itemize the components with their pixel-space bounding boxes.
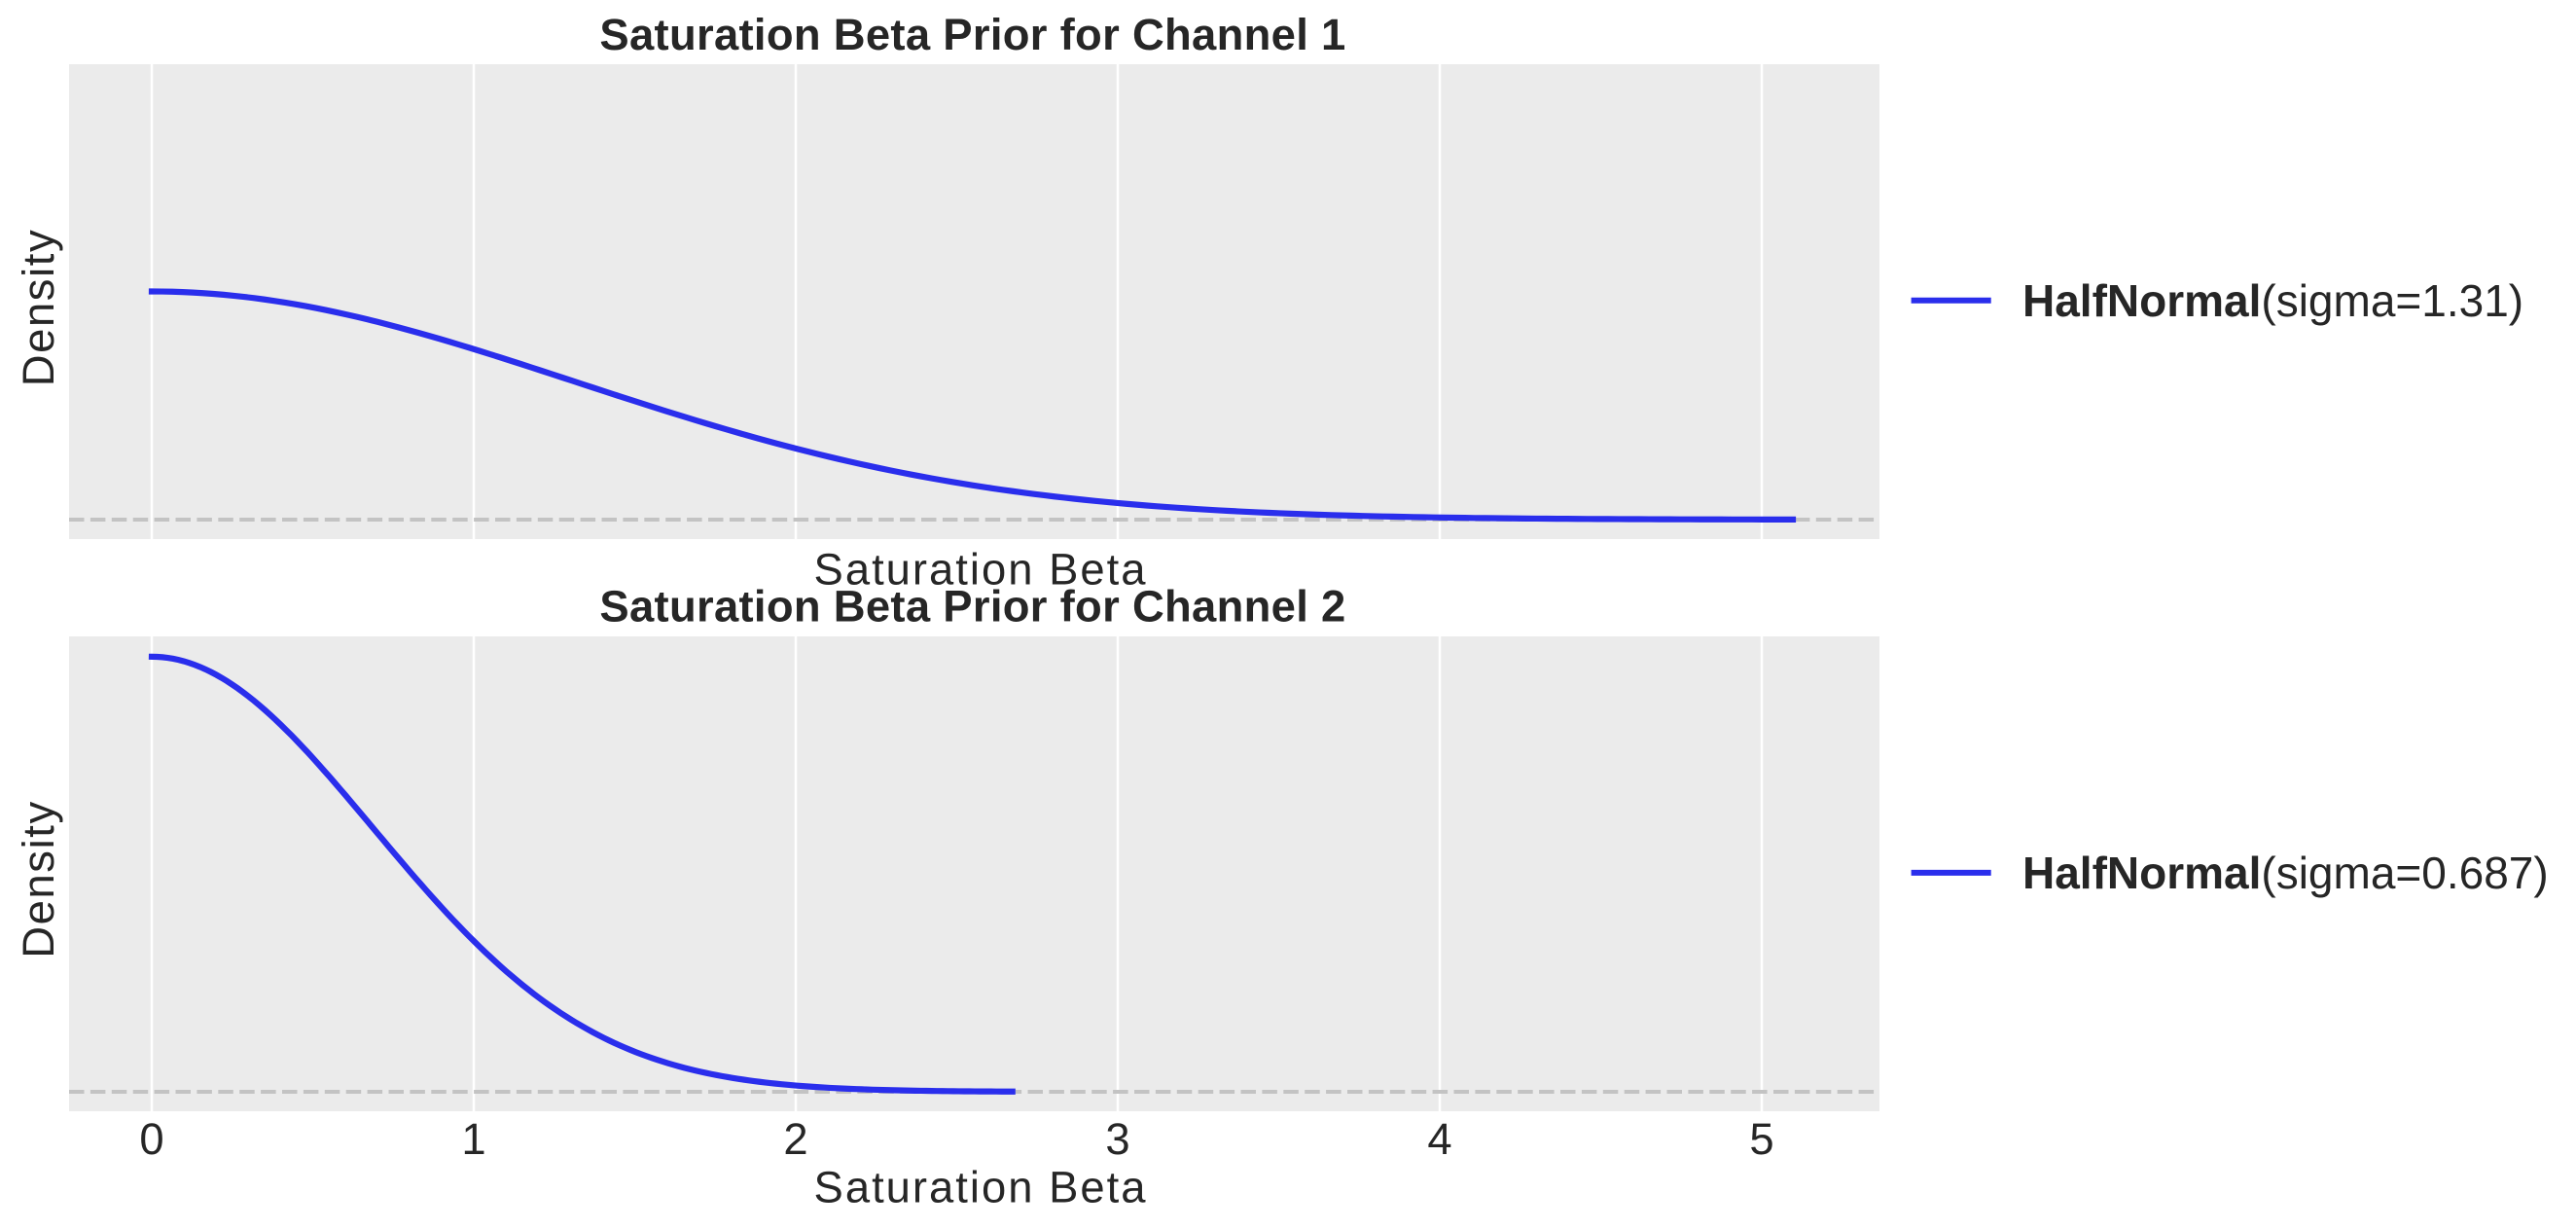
svg-text:HalfNormal(sigma=0.687): HalfNormal(sigma=0.687) bbox=[2022, 848, 2549, 898]
svg-text:3: 3 bbox=[1105, 1114, 1129, 1164]
svg-text:1: 1 bbox=[461, 1114, 485, 1164]
svg-text:Density: Density bbox=[14, 800, 63, 958]
svg-text:Saturation Beta Prior for Chan: Saturation Beta Prior for Channel 2 bbox=[599, 582, 1345, 632]
svg-text:Saturation Beta: Saturation Beta bbox=[814, 1162, 1148, 1211]
svg-text:Saturation Beta: Saturation Beta bbox=[814, 544, 1148, 594]
svg-text:HalfNormal(sigma=1.31): HalfNormal(sigma=1.31) bbox=[2022, 275, 2523, 326]
svg-text:4: 4 bbox=[1427, 1114, 1451, 1164]
svg-text:0: 0 bbox=[139, 1114, 163, 1164]
svg-text:Density: Density bbox=[14, 229, 63, 387]
svg-text:Saturation Beta Prior for Chan: Saturation Beta Prior for Channel 1 bbox=[599, 10, 1345, 59]
svg-text:5: 5 bbox=[1749, 1114, 1773, 1164]
svg-text:2: 2 bbox=[783, 1114, 807, 1164]
